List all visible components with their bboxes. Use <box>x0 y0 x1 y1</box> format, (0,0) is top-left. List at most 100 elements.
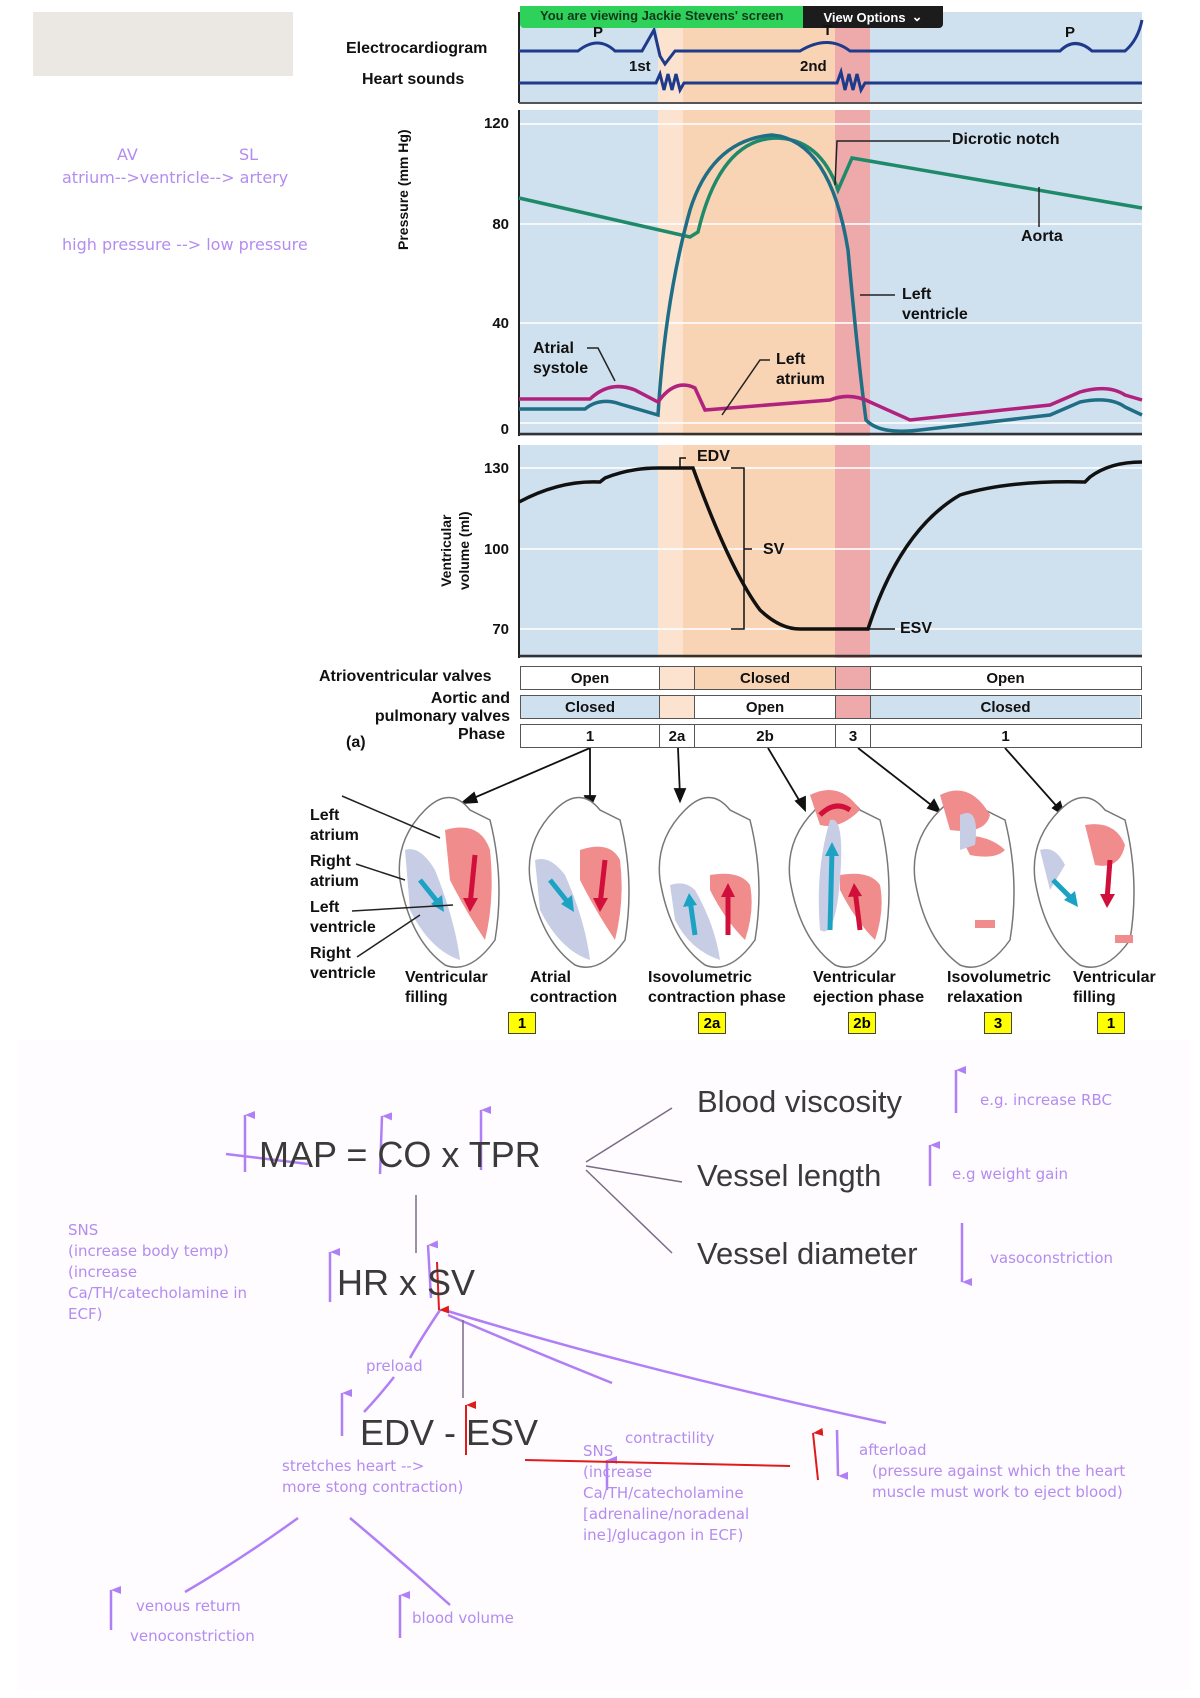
av-valves-label: Atrioventricular valves <box>319 668 492 685</box>
heart-label-left-ventricle: Left ventricle <box>310 899 376 936</box>
venoconstriction-label: venoconstriction <box>130 1627 255 1645</box>
blank-panel <box>33 12 293 76</box>
ecg-p-wave-2: P <box>1065 24 1076 41</box>
av-cell: Open <box>521 667 660 689</box>
sl-cell: Closed <box>871 696 1140 718</box>
afterload-label: afterload <box>859 1441 927 1459</box>
phase-badge: 3 <box>984 1012 1012 1034</box>
phase-cell: 2a <box>660 725 695 747</box>
volume-tick-100: 100 <box>483 541 509 558</box>
atrial-systole-label: Atrial systole <box>533 340 589 377</box>
afterload-note: (pressure against which the heart muscle… <box>872 1462 1126 1501</box>
av-cell <box>660 667 695 689</box>
stage-caption: Ventricular filling <box>405 969 488 1006</box>
heart-label-left-atrium: Left atrium <box>310 807 359 844</box>
heart-ventricular-filling-2 <box>1033 796 1135 968</box>
phase-badge: 2a <box>698 1012 726 1034</box>
volume-panel <box>518 445 1143 658</box>
pressure-tick-120: 120 <box>483 115 509 132</box>
stage-caption: Ventricular filling <box>1073 969 1156 1006</box>
cardiac-cycle-figure <box>341 12 1144 968</box>
note-av-label: AV <box>117 145 138 164</box>
note-hr-sns: SNS (increase body temp) (increase Ca/TH… <box>68 1221 248 1323</box>
pressure-axis-label: Pressure (mm Hg) <box>395 129 411 250</box>
left-atrium-label: Left atrium <box>776 351 825 388</box>
chevron-down-icon: ⌄ <box>911 9 923 24</box>
note-vasoconstriction: vasoconstriction <box>990 1249 1114 1267</box>
pressure-tick-40: 40 <box>492 315 509 332</box>
pressure-panel <box>518 110 1143 436</box>
volume-tick-70: 70 <box>492 621 509 638</box>
contractility-note: SNS (increase Ca/TH/catecholamine [adren… <box>583 1442 750 1544</box>
co-equation: HR x SV <box>337 1262 476 1303</box>
heart-illustrations <box>341 790 1135 968</box>
valve-table: Open Closed Open Closed Open Closed 1 2a… <box>520 666 1142 752</box>
av-valves-row: Open Closed Open <box>520 666 1142 690</box>
stage-caption: Isovolumetric contraction phase <box>648 969 786 1006</box>
stage-caption: Isovolumetric relaxation <box>947 969 1052 1006</box>
heart-label-right-ventricle: Right ventricle <box>310 945 376 982</box>
heart-atrial-contraction <box>528 796 630 968</box>
heart-isovolumetric-relaxation <box>913 790 1015 968</box>
heart-sound-1st: 1st <box>629 58 651 75</box>
phase-badge: 1 <box>508 1012 536 1034</box>
preload-note: stretches heart --> more stong contracti… <box>282 1457 464 1496</box>
view-options-label: View Options <box>823 9 906 25</box>
semilunar-valves-row: Closed Open Closed <box>520 695 1142 719</box>
phase-badge: 2b <box>848 1012 876 1034</box>
heart-isovolumetric-contraction <box>658 796 760 968</box>
notes-annotations <box>109 1066 972 1638</box>
av-cell <box>836 667 871 689</box>
volume-tick-130: 130 <box>483 460 509 477</box>
esv-label: ESV <box>900 620 933 637</box>
heart-label-right-atrium: Right atrium <box>310 853 359 890</box>
note-sl-label: SL <box>239 145 259 164</box>
tpr-factor-vessel-length: Vessel length <box>697 1158 882 1193</box>
phase-cell: 2b <box>695 725 836 747</box>
ecg-t-wave: T <box>823 22 833 39</box>
stage-caption: Ventricular ejection phase <box>813 969 925 1006</box>
aorta-label: Aorta <box>1021 228 1063 245</box>
heart-ventricular-filling <box>398 796 500 968</box>
heart-ventricular-ejection <box>788 790 890 968</box>
stage-caption: Atrial contraction <box>530 969 618 1006</box>
sl-cell <box>836 696 871 718</box>
panel-label-a: (a) <box>346 734 366 751</box>
av-cell: Closed <box>695 667 836 689</box>
sl-cell <box>660 696 695 718</box>
preload-label: preload <box>366 1357 423 1375</box>
map-equation: MAP = CO x TPR <box>259 1134 541 1175</box>
phase-row: 1 2a 2b 3 1 <box>520 724 1142 748</box>
phase-cell: 1 <box>1001 727 1010 745</box>
notes-canvas <box>18 1040 1190 1690</box>
heart-sound-2nd: 2nd <box>800 58 827 75</box>
tpr-factor-blood-viscosity: Blood viscosity <box>697 1084 903 1119</box>
note-weight-gain: e.g weight gain <box>952 1165 1069 1183</box>
tpr-factor-vessel-diameter: Vessel diameter <box>697 1236 918 1271</box>
semilunar-valves-label: Aortic and pulmonary valves <box>374 690 510 725</box>
phase-cell: 3 <box>836 725 871 747</box>
volume-axis-label: Ventricular volume (ml) <box>438 511 472 590</box>
note-increase-rbc: e.g. increase RBC <box>980 1091 1112 1109</box>
phase-row-label: Phase <box>458 726 506 743</box>
phase-cell: 1 <box>521 725 660 747</box>
sv-equation: EDV - ESV <box>360 1412 539 1453</box>
contractility-label: contractility <box>625 1429 715 1447</box>
av-cell: Open <box>871 667 1140 689</box>
edv-label: EDV <box>697 448 730 465</box>
note-pressure: high pressure --> low pressure <box>62 235 308 254</box>
phase-badge: 1 <box>1097 1012 1125 1034</box>
sl-cell: Open <box>695 696 836 718</box>
venous-return-label: venous return <box>136 1597 241 1615</box>
view-options-button[interactable]: View Options ⌄ <box>803 6 943 28</box>
sl-cell: Closed <box>521 696 660 718</box>
pressure-tick-0: 0 <box>500 421 509 438</box>
sv-label: SV <box>763 541 785 558</box>
heart-sounds-label: Heart sounds <box>362 71 465 88</box>
blood-volume-label: blood volume <box>412 1609 514 1627</box>
screen-share-banner: You are viewing Jackie Stevens' screen V… <box>520 6 943 28</box>
left-ventricle-label: Left ventricle <box>902 286 968 323</box>
pressure-tick-80: 80 <box>492 216 509 233</box>
ecg-p-wave: P <box>593 24 604 41</box>
note-flow: atrium-->ventricle--> artery <box>62 168 289 187</box>
